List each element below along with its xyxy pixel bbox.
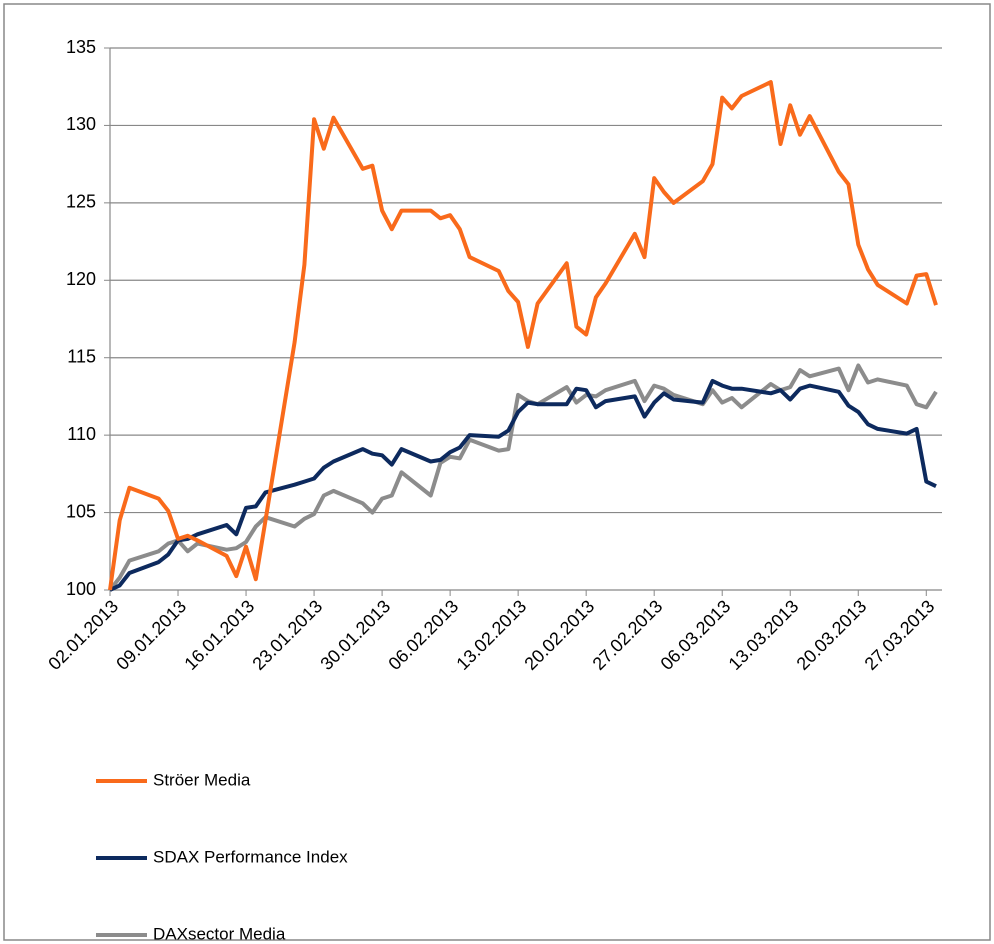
legend-label: SDAX Performance Index: [153, 847, 348, 866]
legend-label: Ströer Media: [153, 770, 251, 789]
y-tick-label: 125: [66, 192, 96, 212]
series-line: [108, 363, 938, 592]
series-line: [109, 378, 937, 592]
y-tick-label: 135: [66, 37, 96, 57]
legend-label: DAXsector Media: [153, 924, 286, 943]
y-tick-label: 100: [66, 579, 96, 599]
y-tick-label: 130: [66, 114, 96, 134]
y-tick-label: 120: [66, 269, 96, 289]
chart-frame: [3, 3, 991, 941]
y-tick-label: 110: [67, 424, 96, 444]
series-line: [108, 80, 938, 591]
y-tick-label: 105: [66, 501, 96, 521]
y-tick-label: 115: [67, 346, 96, 366]
